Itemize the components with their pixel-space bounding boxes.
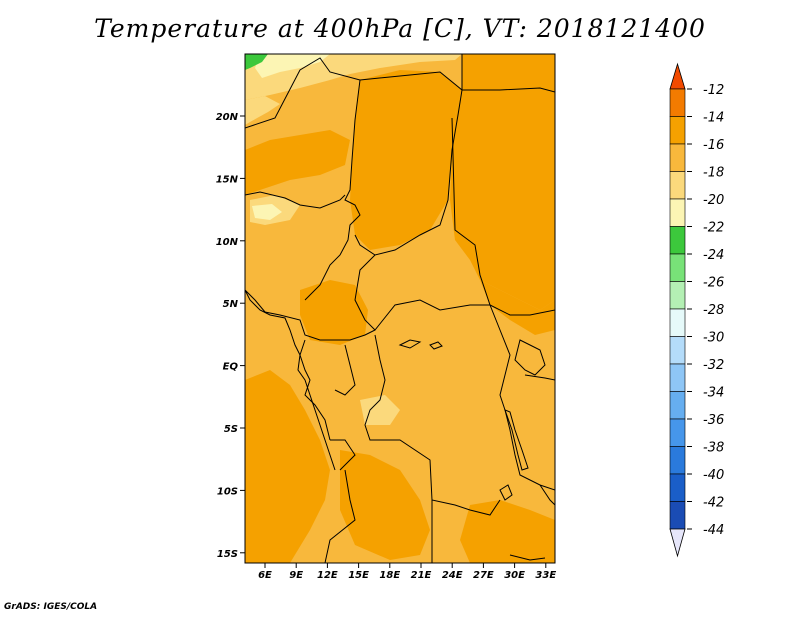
colorbar: -12 -14 -16 -18 -20 -22 -24 -26 -28 -30 -32 -34 -36 -… xyxy=(669,62,724,558)
border-line xyxy=(461,54,555,93)
warm-region-southeast xyxy=(340,450,430,560)
map-area xyxy=(245,54,555,563)
lon-tick-label: 27E xyxy=(473,570,494,581)
colorbar-segment xyxy=(669,473,686,502)
colorbar-label: -22 xyxy=(703,221,724,236)
colorbar-segment xyxy=(669,88,686,117)
colorbar-segment xyxy=(669,363,686,392)
cold-region-north xyxy=(255,54,330,78)
warm-region-northwest xyxy=(245,130,350,195)
colorbar-label: -40 xyxy=(703,468,724,483)
colorbar-label: -38 xyxy=(703,441,724,456)
border-line xyxy=(334,344,356,396)
warm-region-mid-east xyxy=(480,280,555,335)
colorbar-over-triangle xyxy=(669,62,686,90)
lat-tick-label: EQ xyxy=(223,362,239,373)
border-line xyxy=(330,439,356,471)
colorbar-label: -32 xyxy=(703,358,724,373)
border-line xyxy=(354,71,463,256)
lon-tick-label: 21E xyxy=(411,570,432,581)
warm-region-west-central xyxy=(300,280,368,345)
lat-tick-label: 20N xyxy=(216,112,239,123)
lat-tick-label: 5N xyxy=(223,299,239,310)
colorbar-label: -14 xyxy=(703,111,724,126)
lat-tick-label: 10N xyxy=(216,237,239,248)
colorbar-label: -42 xyxy=(703,496,724,511)
border-line xyxy=(509,554,546,561)
colorbar-label: -26 xyxy=(703,276,724,291)
colorbar-segment xyxy=(669,501,686,530)
colorbar-segment xyxy=(669,336,686,365)
cold-region-west xyxy=(252,204,282,220)
border-line xyxy=(524,374,555,381)
colorbar-label: -16 xyxy=(703,138,724,153)
colorbar-segment xyxy=(669,116,686,145)
warm-region-south-east-2 xyxy=(460,500,555,563)
lon-tick-label: 6E xyxy=(258,570,272,581)
latitude-axis: 20N 15N 10N 5N EQ 5S 10S 15S xyxy=(216,112,245,560)
lake-outline xyxy=(499,484,513,501)
lon-tick-label: 18E xyxy=(379,570,400,581)
colorbar-segment xyxy=(669,253,686,282)
lat-tick-label: 10S xyxy=(217,486,238,497)
colorbar-label: -12 xyxy=(703,83,724,98)
very-cold-region-northwest xyxy=(245,54,268,70)
border-line xyxy=(245,289,376,341)
warm-region-southwest xyxy=(245,370,330,563)
colorbar-segment xyxy=(669,446,686,475)
colorbar-segment xyxy=(669,226,686,255)
border-line xyxy=(504,409,529,471)
colorbar-segment xyxy=(669,281,686,310)
border-line xyxy=(354,254,490,331)
lon-tick-label: 15E xyxy=(348,570,369,581)
lon-tick-label: 30E xyxy=(504,570,525,581)
warm-region-north-central xyxy=(350,70,462,250)
border-line xyxy=(324,469,356,563)
lon-tick-label: 12E xyxy=(317,570,338,581)
colorbar-segment xyxy=(669,143,686,172)
lon-tick-label: 9E xyxy=(289,570,303,581)
border-line xyxy=(514,339,546,376)
border-line xyxy=(245,191,346,209)
border-line xyxy=(245,57,361,301)
colorbar-segment xyxy=(669,171,686,200)
border-line xyxy=(539,484,555,506)
longitude-axis: 6E 9E 12E 15E 18E 21E 24E 27E 30E 33E xyxy=(258,563,556,581)
colorbar-under-triangle xyxy=(669,528,686,558)
lon-tick-label: 24E xyxy=(442,570,463,581)
colorbar-segment xyxy=(669,418,686,447)
cool-region-northwest-band xyxy=(245,96,280,125)
colorbar-segment xyxy=(669,308,686,337)
colorbar-label: -20 xyxy=(703,193,724,208)
colorbar-label: -44 xyxy=(703,523,724,538)
cool-region-midwest xyxy=(360,395,400,425)
colorbar-label: -36 xyxy=(703,413,724,428)
lat-tick-label: 5S xyxy=(224,424,238,435)
border-line xyxy=(451,117,555,316)
colorbar-segment xyxy=(669,391,686,420)
colorbar-label: -34 xyxy=(703,386,724,401)
colorbar-label: -28 xyxy=(703,303,724,318)
colorbar-label: -24 xyxy=(703,248,724,263)
lat-tick-label: 15S xyxy=(217,549,238,560)
lake-outline xyxy=(429,341,443,350)
lat-tick-label: 15N xyxy=(216,174,239,185)
colorbar-label: -18 xyxy=(703,166,724,181)
border-line xyxy=(364,334,501,516)
country-borders xyxy=(245,54,555,563)
footer-credit: GrADS: IGES/COLA xyxy=(4,602,98,612)
warm-region-east xyxy=(450,54,555,310)
map-frame xyxy=(244,53,556,564)
colorbar-segment xyxy=(669,198,686,227)
map-title: Temperature at 400hPa [C], VT: 201812140… xyxy=(94,14,706,43)
lake-outline xyxy=(398,339,422,349)
lon-tick-label: 33E xyxy=(535,570,556,581)
coastline xyxy=(245,289,336,471)
colorbar-label: -30 xyxy=(703,331,724,346)
